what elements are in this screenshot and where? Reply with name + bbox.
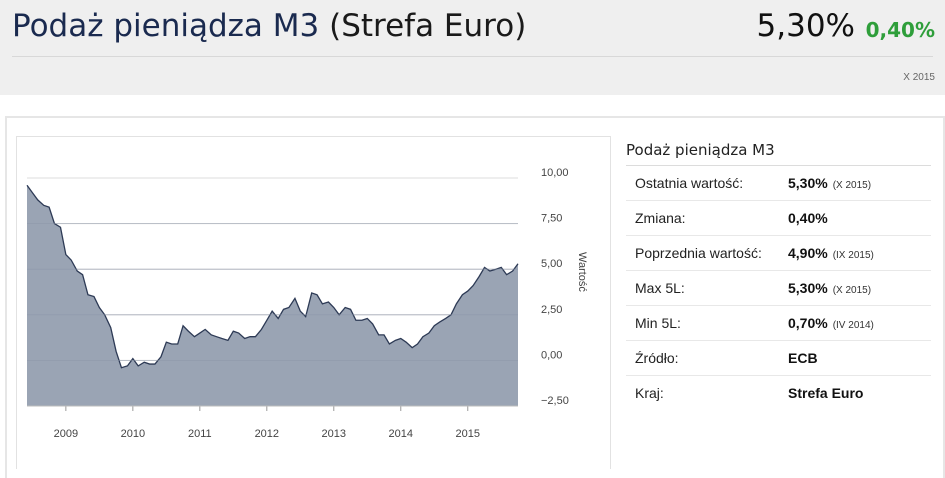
info-label: Źródło: [635, 350, 679, 366]
info-label: Ostatnia wartość: [635, 175, 744, 191]
info-label: Zmiana: [635, 210, 686, 226]
info-value: 0,70% (IV 2014) [788, 315, 874, 331]
x-tick-label: 2011 [188, 428, 212, 440]
x-tick-label: 2009 [54, 428, 78, 440]
y-tick-label: 7,50 [541, 213, 562, 225]
period-label: X 2015 [903, 72, 935, 83]
x-tick-label: 2012 [255, 428, 279, 440]
x-tick-label: 2015 [456, 428, 480, 440]
x-tick-label: 2013 [322, 428, 346, 440]
info-label: Kraj: [635, 385, 664, 401]
info-value-text: 4,90% [788, 245, 828, 261]
y-tick-label: 5,00 [541, 258, 562, 270]
y-tick-label: −2,50 [541, 395, 569, 407]
y-tick-label: 10,00 [541, 167, 569, 179]
info-row: Max 5L: 5,30% (X 2015) [626, 271, 931, 306]
page-title: Podaż pieniądza M3 (Strefa Euro) [12, 8, 526, 44]
info-label: Poprzednia wartość: [635, 245, 762, 261]
info-title: Podaż pieniądza M3 [626, 137, 931, 166]
chart-panel: 10,00 7,50 5,00 2,50 0,00 −2,50 Wartość 2009 201… [16, 136, 611, 469]
info-value-text: Strefa Euro [788, 385, 864, 401]
info-value: 5,30% (X 2015) [788, 175, 871, 191]
info-row: Źródło: ECB [626, 341, 931, 376]
header-divider [12, 56, 933, 57]
x-tick-label: 2010 [121, 428, 145, 440]
area-fill [27, 185, 518, 406]
info-date: (X 2015) [832, 285, 872, 296]
page-header: Podaż pieniądza M3 (Strefa Euro) 5,30% 0… [0, 0, 945, 95]
indicator-name: Podaż pieniądza M3 [12, 8, 320, 44]
info-row: Min 5L: 0,70% (IV 2014) [626, 306, 931, 341]
chart-svg: 10,00 7,50 5,00 2,50 0,00 −2,50 Wartość 2009 201… [26, 167, 588, 440]
info-value: 4,90% (IX 2015) [788, 245, 874, 261]
info-row: Poprzednia wartość: 4,90% (IX 2015) [626, 236, 931, 271]
area-line [26, 184, 519, 369]
y-tick-label: 2,50 [541, 304, 562, 316]
info-value: 0,40% [788, 210, 828, 226]
info-label: Max 5L: [635, 280, 685, 296]
change-value: 0,40% [865, 18, 935, 42]
info-value-text: 0,70% [788, 315, 828, 331]
info-label: Min 5L: [635, 315, 681, 331]
info-value: ECB [788, 350, 818, 366]
x-tick-label: 2014 [389, 428, 413, 440]
info-date: (IX 2015) [832, 250, 874, 261]
info-date: (X 2015) [832, 180, 872, 191]
current-value: 5,30% [756, 8, 855, 44]
y-tick-label: 0,00 [541, 349, 562, 361]
info-value-text: ECB [788, 350, 818, 366]
info-value-text: 0,40% [788, 210, 828, 226]
y-axis-label: Wartość [576, 252, 588, 292]
info-table: Podaż pieniądza M3 Ostatnia wartość: 5,30… [626, 137, 931, 410]
info-date: (IV 2014) [832, 320, 874, 331]
info-value: Strefa Euro [788, 385, 863, 401]
info-rows: Ostatnia wartość: 5,30% (X 2015) Zmiana: 0,4… [626, 166, 931, 410]
info-row: Zmiana: 0,40% [626, 201, 931, 236]
info-row: Ostatnia wartość: 5,30% (X 2015) [626, 166, 931, 201]
region-name: (Strefa Euro) [329, 8, 527, 44]
info-value-text: 5,30% [788, 280, 828, 296]
info-value: 5,30% (X 2015) [788, 280, 871, 296]
info-row: Kraj: Strefa Euro [626, 376, 931, 410]
info-value-text: 5,30% [788, 175, 828, 191]
